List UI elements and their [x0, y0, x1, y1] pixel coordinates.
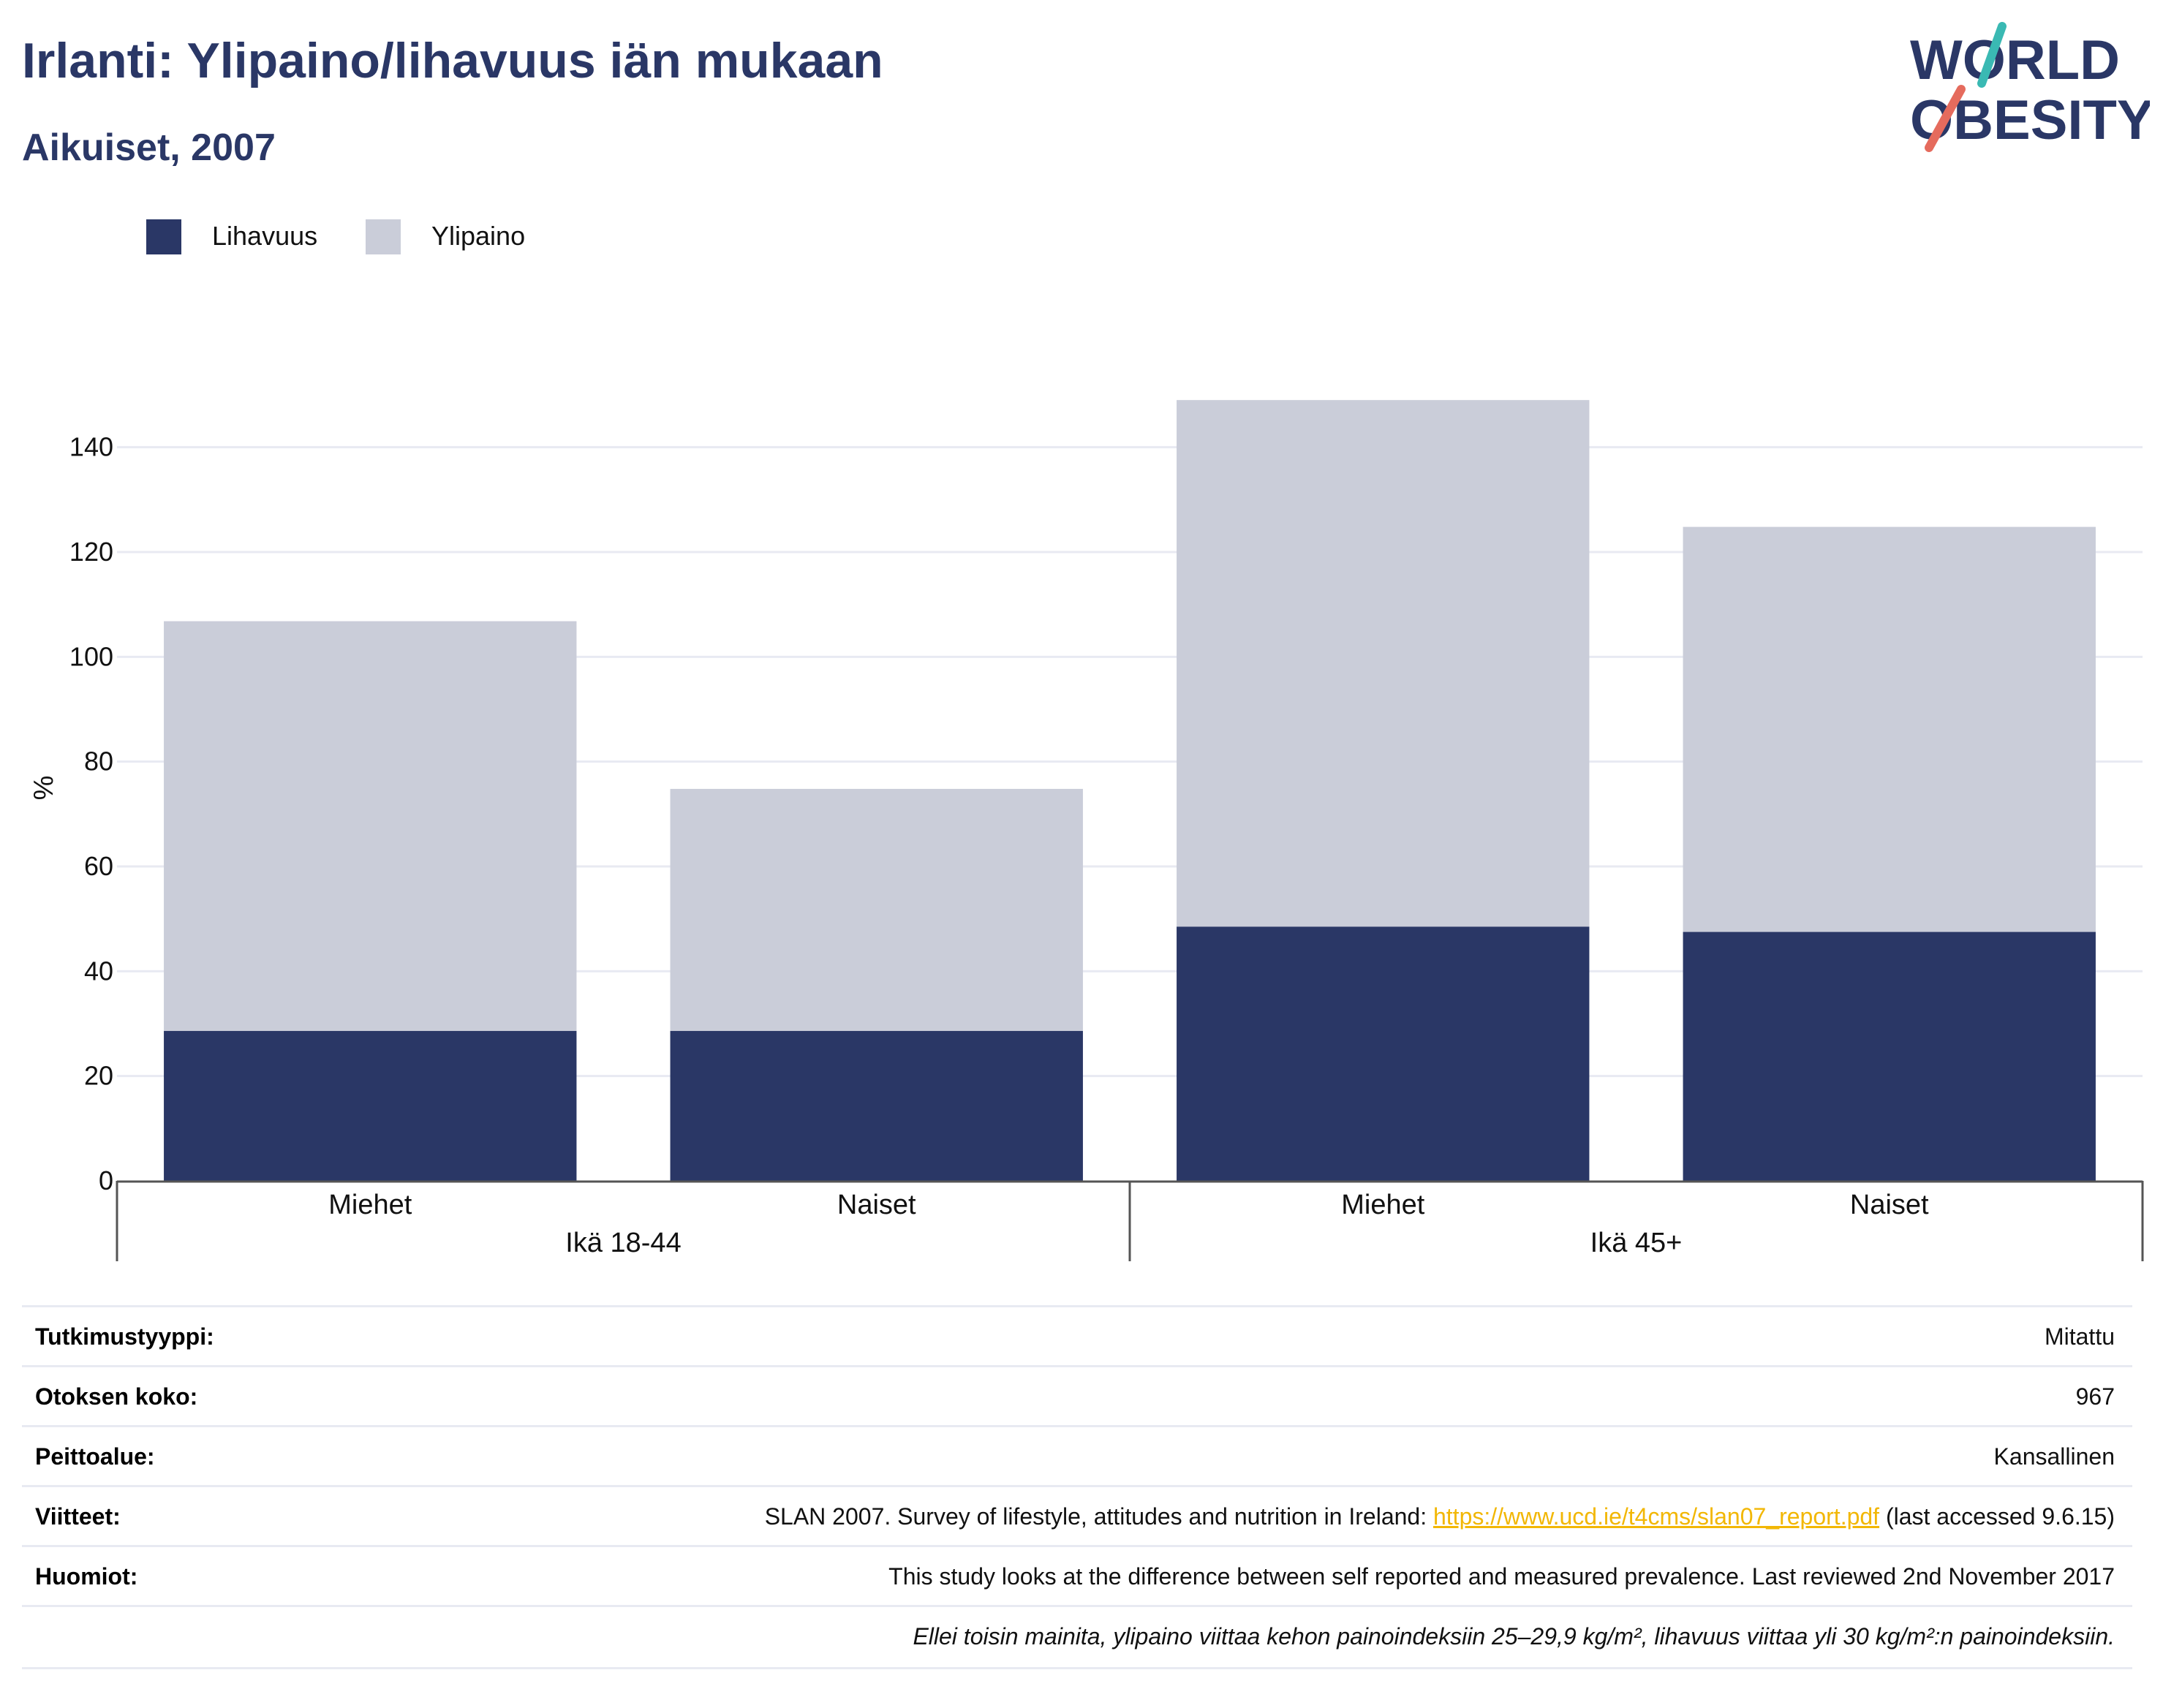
reference-accessed: (last accessed 9.6.15): [1879, 1503, 2115, 1530]
bar-overweight: [1683, 526, 2096, 932]
bar-chart: 0 20 40 60 80 100 120 140% Miehet Naiset Miehet Nai…: [29, 400, 2144, 1261]
bar-overweight: [670, 788, 1083, 1032]
info-row-sample-size: Otoksen koko: 967: [22, 1365, 2132, 1427]
y-tick-label: 20: [84, 1061, 113, 1091]
legend-label-overweight: Ylipaino: [431, 221, 526, 251]
legend-swatch-obesity: [146, 219, 181, 254]
reference-link[interactable]: https://www.ucd.ie/t4cms/slan07_report.p…: [1432, 1503, 1880, 1530]
y-tick-label: 100: [69, 641, 113, 671]
info-value-notes: This study looks at the difference betwe…: [888, 1563, 2115, 1590]
logo-coral-slash: [1925, 85, 1966, 152]
info-value-sample-size: 967: [2075, 1383, 2115, 1410]
info-key-coverage: Peittoalue:: [35, 1443, 155, 1470]
logo-line1: WORLD: [1910, 29, 2120, 91]
world-obesity-logo: WORLD OBESITY: [1910, 22, 2150, 152]
info-row-coverage: Peittoalue: Kansallinen: [22, 1425, 2132, 1487]
bar-overweight: [1177, 400, 1590, 927]
legend-swatch-overweight: [366, 219, 401, 254]
x-tick-label: Naiset: [1850, 1190, 1929, 1220]
info-value-coverage: Kansallinen: [1993, 1443, 2115, 1470]
y-tick-label: 0: [99, 1165, 113, 1195]
x-tick-label: Miehet: [328, 1190, 412, 1220]
logo-line2: OBESITY: [1910, 89, 2150, 151]
y-tick-label: 40: [84, 956, 113, 986]
info-row-notes: Huomiot: This study looks at the differe…: [22, 1545, 2132, 1607]
info-key-notes: Huomiot:: [35, 1563, 138, 1590]
bar-obesity: [164, 1031, 577, 1181]
bar-obesity: [1177, 926, 1590, 1181]
y-tick-label: 120: [69, 537, 113, 567]
chart-title: Irlanti: Ylipaino/lihavuus iän mukaan: [22, 33, 883, 88]
reference-text: SLAN 2007. Survey of lifestyle, attitude…: [764, 1503, 1433, 1530]
info-value-study-type: Mitattu: [2044, 1323, 2115, 1350]
group-label: Ikä 18-44: [565, 1228, 681, 1258]
y-tick-label: 140: [69, 432, 113, 462]
info-value-references: SLAN 2007. Survey of lifestyle, attitude…: [765, 1503, 2115, 1530]
y-axis-label: %: [29, 776, 59, 801]
info-row-footnote: Ellei toisin mainita, ylipaino viittaa k…: [22, 1605, 2132, 1669]
y-tick-label: 80: [84, 747, 113, 776]
legend-label-obesity: Lihavuus: [212, 221, 318, 251]
footnote: Ellei toisin mainita, ylipaino viittaa k…: [913, 1623, 2115, 1650]
info-row-references: Viitteet: SLAN 2007. Survey of lifestyle…: [22, 1485, 2132, 1547]
group-label: Ikä 45+: [1590, 1228, 1683, 1258]
info-key-sample-size: Otoksen koko:: [35, 1383, 198, 1410]
y-tick-label: 60: [84, 851, 113, 881]
logo-teal-slash: [1977, 22, 2007, 88]
chart-subtitle: Aikuiset, 2007: [22, 126, 276, 169]
info-key-study-type: Tutkimustyyppi:: [35, 1323, 214, 1350]
x-tick-label: Naiset: [837, 1190, 916, 1220]
bar-overweight: [164, 621, 577, 1032]
bar-obesity: [670, 1031, 1083, 1181]
bar-obesity: [1683, 932, 2096, 1181]
info-row-study-type: Tutkimustyyppi: Mitattu: [22, 1305, 2132, 1367]
info-key-references: Viitteet:: [35, 1503, 121, 1530]
x-tick-label: Miehet: [1341, 1190, 1424, 1220]
